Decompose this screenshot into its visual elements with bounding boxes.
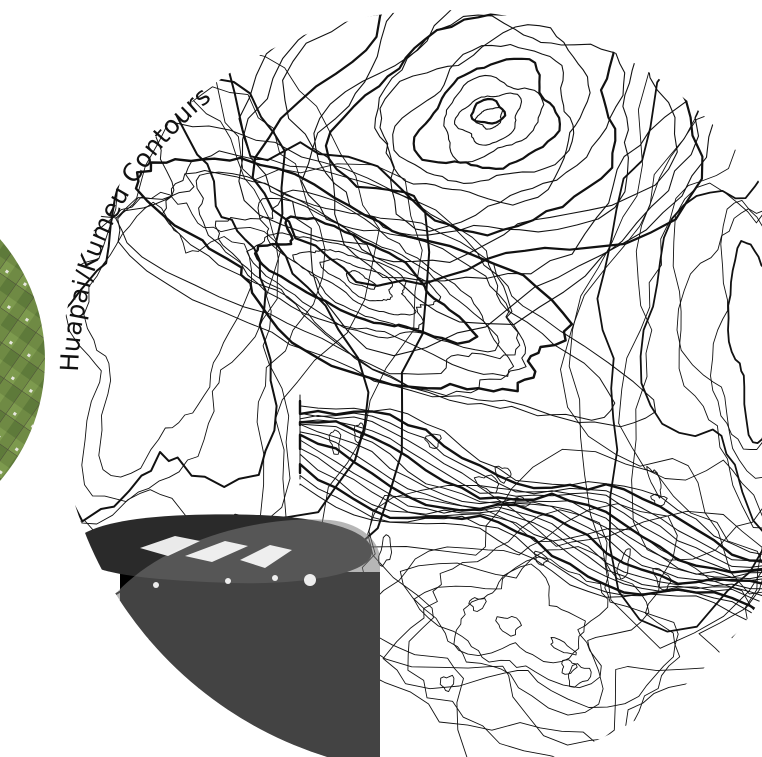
contour-line <box>238 10 704 326</box>
contour-line <box>117 121 656 428</box>
contour-line <box>727 240 762 444</box>
contour-line <box>443 74 545 164</box>
contour-line <box>214 189 515 377</box>
contour-line <box>639 131 762 549</box>
small-contour <box>533 550 549 566</box>
contour-line <box>399 546 650 716</box>
small-contour <box>494 465 512 484</box>
contour-line <box>392 43 575 184</box>
small-contour <box>650 493 668 507</box>
hilltop-contour <box>470 97 507 125</box>
valley-contour <box>299 418 762 573</box>
small-contour <box>646 465 662 499</box>
contour-line <box>560 68 762 600</box>
small-contour <box>513 496 531 507</box>
contour-line <box>474 107 504 130</box>
contour-line <box>367 494 762 757</box>
contour-line <box>161 170 527 397</box>
contour-line <box>710 199 762 450</box>
contour-line <box>292 248 417 316</box>
valley-contour <box>299 423 762 580</box>
contour-line <box>568 10 762 649</box>
contour-line <box>631 61 762 561</box>
contour-line <box>453 563 586 664</box>
small-contour <box>568 663 592 688</box>
contour-line <box>58 112 278 523</box>
small-contour <box>550 637 577 656</box>
valley-contour <box>298 462 762 630</box>
contour-line <box>345 270 377 290</box>
contour-line <box>313 10 638 236</box>
valley-contour <box>299 453 762 620</box>
contour-line <box>83 201 252 478</box>
contour-line <box>195 171 521 375</box>
contour-line <box>412 57 561 170</box>
contour-line <box>319 258 393 302</box>
small-contour <box>424 433 442 449</box>
contour-line <box>253 215 479 345</box>
valley-contour <box>298 420 762 574</box>
small-contour <box>328 429 342 455</box>
contour-line <box>374 14 626 232</box>
contour-line <box>115 150 616 421</box>
contour-line <box>382 509 679 708</box>
small-contour <box>495 615 522 637</box>
contour-line <box>301 10 678 263</box>
contour-line <box>282 10 710 282</box>
small-contour <box>616 548 631 580</box>
contour-line <box>618 81 762 548</box>
contour-line <box>134 156 574 393</box>
small-contour <box>561 659 578 675</box>
valley-contour <box>298 433 762 596</box>
small-contour <box>353 422 365 444</box>
small-contour <box>439 674 455 693</box>
contour-line <box>454 92 523 146</box>
skylight-windows <box>140 536 316 588</box>
small-contour <box>473 474 500 494</box>
contour-line <box>672 175 762 529</box>
small-contour <box>468 597 487 612</box>
contour-line <box>379 24 591 206</box>
contour-line <box>58 191 279 503</box>
contour-line <box>596 10 762 633</box>
contour-line <box>676 198 762 479</box>
valley-contour <box>299 439 762 601</box>
small-contour <box>652 567 672 591</box>
